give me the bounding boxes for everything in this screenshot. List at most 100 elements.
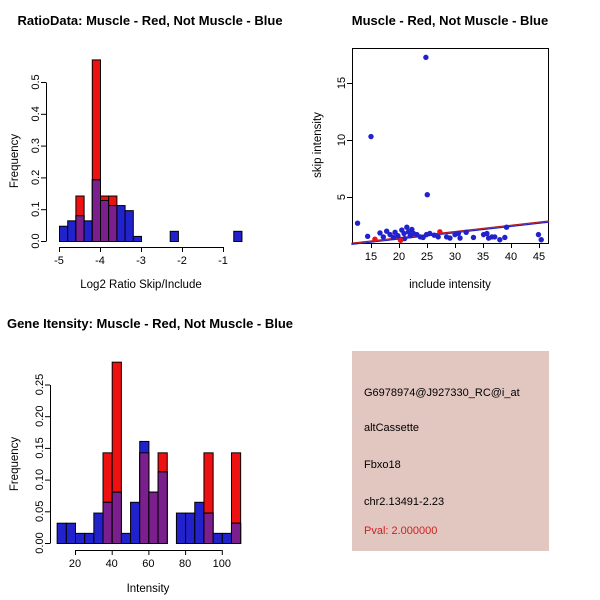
red-point [372, 236, 378, 242]
overlap-bar [111, 491, 122, 544]
blue-point [364, 233, 371, 240]
overlap-bar [139, 452, 150, 544]
panel-gene-histogram: 0.00 0.05 0.10 0.15 0.20 0.25 20 40 60 80 100 Gene… [0, 300, 300, 600]
blue-bar [233, 230, 243, 243]
ratio-histogram-xlabel: Log2 Ratio Skip/Include [80, 279, 202, 291]
blue-bar [84, 532, 95, 545]
x-tick-label: 15 [365, 251, 377, 263]
gene-histogram-chart: 0.00 0.05 0.10 0.15 0.20 0.25 20 40 60 80 100 [34, 361, 242, 570]
blue-point [368, 133, 374, 140]
blue-point [435, 234, 441, 240]
overlap-bar [203, 512, 214, 544]
blue-point [423, 54, 429, 61]
x-tick-label: -5 [54, 255, 64, 267]
scatter-ylabel: skip intensity [312, 112, 324, 178]
x-tick-label: 20 [393, 251, 405, 263]
blue-point [401, 230, 407, 237]
panel-scatter: 15 20 25 30 35 40 45 5 10 15 Muscle - Red, Not Mu… [300, 0, 600, 300]
y-tick-label: 0.05 [34, 501, 46, 522]
x-tick-label: 80 [179, 558, 191, 570]
tick-labels: 15 20 25 30 35 40 45 5 10 15 [336, 77, 545, 263]
blue-bar [185, 512, 196, 544]
gene-name: Fbxo18 [364, 459, 401, 471]
probe-id: G6978974@J927330_RC@i_at [364, 387, 520, 399]
scatter-title: Muscle - Red, Not Muscle - Blue [351, 13, 549, 28]
y-tick-label: 0.20 [34, 405, 46, 426]
blue-bar [169, 230, 179, 243]
genomic-location: chr2.13491-2.23 [364, 496, 445, 508]
x-tick-label: 20 [69, 558, 81, 570]
y-tick-label: 0.0 [30, 233, 42, 248]
blue-point [380, 234, 387, 240]
y-tick-label: 5 [336, 194, 348, 200]
x-tick-label: 25 [421, 251, 433, 263]
blue-bar [130, 501, 141, 544]
overlap-bar [102, 501, 113, 544]
tick-labels: 0.00 0.05 0.10 0.15 0.20 0.25 20 40 60 80 100 [34, 374, 231, 570]
x-tick-label: 100 [213, 558, 231, 570]
red-point [437, 229, 443, 235]
blue-bar [132, 235, 143, 243]
x-tick-label: 35 [477, 251, 489, 263]
y-tick-label: 15 [336, 77, 348, 89]
axes [347, 48, 549, 248]
gene-histogram-ylabel: Frequency [9, 436, 21, 492]
blue-point [463, 229, 469, 236]
red-point [397, 237, 404, 244]
blue-point [538, 237, 544, 243]
blue-bar [93, 512, 104, 544]
blue-point [497, 237, 503, 243]
red-points [372, 229, 443, 244]
blue-point [404, 224, 410, 230]
panel-ratio-histogram: 0.0 0.1 0.2 0.3 0.4 0.5 -5 -4 -3 -2 -1 RatioData: … [0, 0, 300, 300]
blue-bar [175, 512, 187, 544]
overlap-bar [157, 471, 168, 544]
blue-bar [83, 220, 93, 243]
histogram-bars [59, 59, 243, 243]
x-tick-label: 60 [142, 558, 154, 570]
x-tick-label: 40 [106, 558, 118, 570]
blue-point [427, 230, 433, 237]
y-tick-label: 0.10 [34, 469, 46, 490]
blue-bar [56, 522, 67, 545]
blue-point [383, 228, 390, 234]
plot-box [352, 48, 549, 244]
x-tick-label: -1 [218, 255, 228, 267]
y-tick-label: 0.3 [30, 138, 42, 153]
histogram-bars [56, 361, 242, 545]
overlap-bar [148, 491, 159, 544]
overlap-bar [100, 199, 110, 242]
blue-bar [59, 225, 69, 242]
blue-point [484, 230, 490, 237]
blue-bar [116, 205, 126, 242]
blue-point [354, 220, 361, 226]
fit-line-blue [351, 221, 550, 245]
blue-bar [120, 532, 132, 545]
scatter-chart: 15 20 25 30 35 40 45 5 10 15 [336, 48, 550, 263]
axes [41, 82, 224, 252]
blue-point [455, 230, 462, 237]
x-tick-label: 30 [449, 251, 461, 263]
blue-bar [67, 220, 77, 243]
blue-bar [75, 532, 86, 545]
blue-point [447, 235, 453, 241]
y-tick-label: 0.2 [30, 170, 42, 185]
y-tick-label: 0.4 [30, 106, 42, 121]
y-tick-label: 0.1 [30, 202, 42, 217]
x-tick-label: -4 [95, 255, 105, 267]
y-tick-label: 10 [336, 134, 348, 146]
blue-bar [194, 501, 205, 544]
gene-histogram-xlabel: Intensity [126, 583, 170, 595]
x-tick-label: -2 [177, 255, 187, 267]
ratio-histogram-title: RatioData: Muscle - Red, Not Muscle - Bl… [17, 13, 283, 28]
y-tick-label: 0.5 [30, 74, 42, 89]
blue-bar [124, 210, 134, 243]
overlap-bar [230, 522, 242, 545]
blue-point [492, 234, 498, 240]
blue-point [470, 234, 477, 241]
gene-histogram-title: Gene Itensity: Muscle - Red, Not Muscle … [6, 316, 294, 331]
scatter-xlabel: include intensity [409, 279, 491, 291]
axes [45, 384, 223, 555]
blue-point [457, 235, 463, 241]
